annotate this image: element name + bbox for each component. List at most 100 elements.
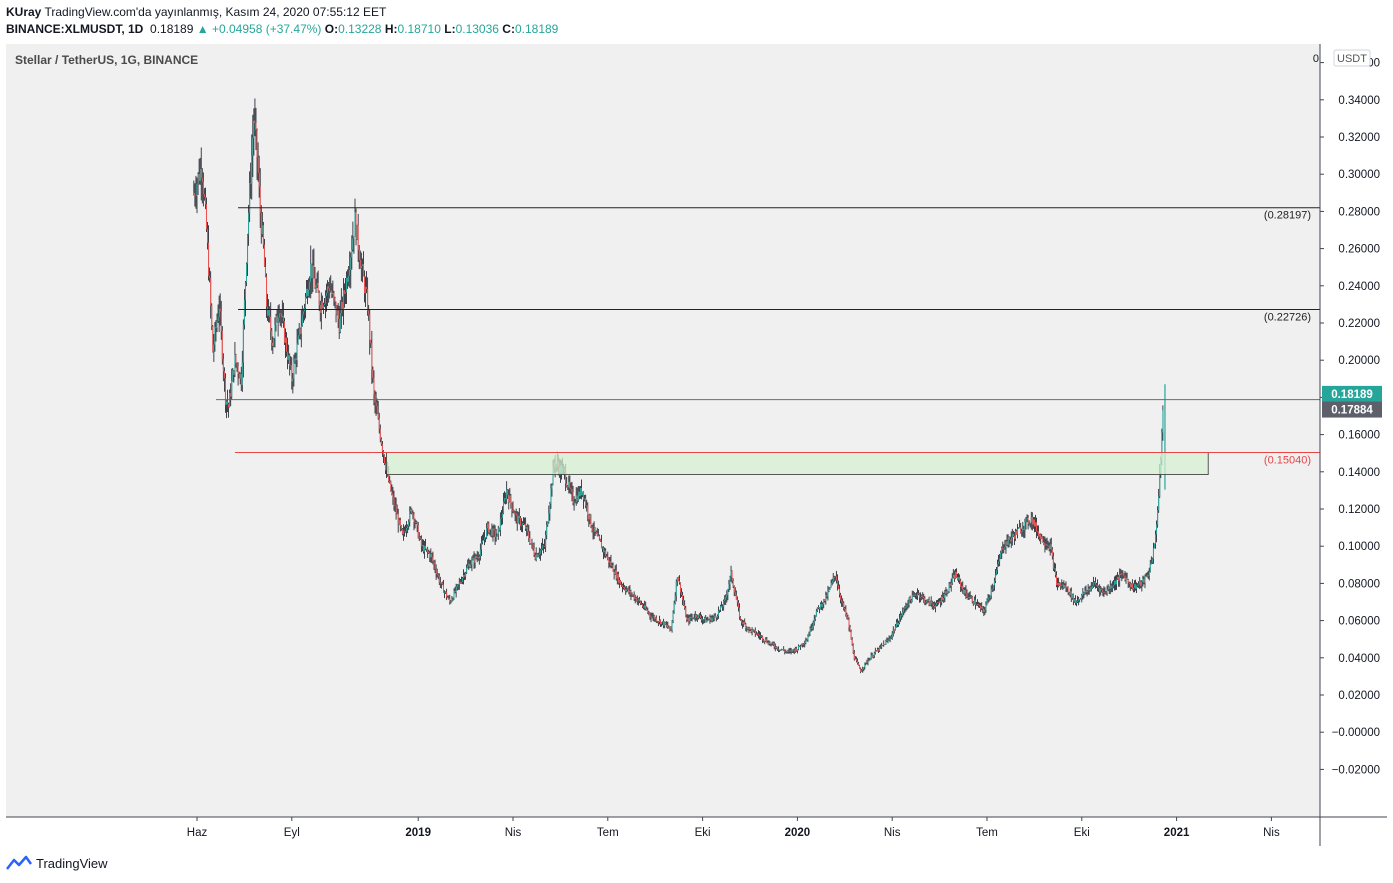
candle-body [301,314,303,326]
candle-body [453,590,455,599]
candle-body [972,602,974,604]
candle-body [607,556,609,558]
footer-brand[interactable]: TradingView [6,855,108,871]
candle-body [275,315,277,325]
candle-body [951,577,953,583]
candle-body [1058,583,1060,586]
candle-body [452,598,454,600]
candle-body [725,597,727,600]
candle-body [687,618,689,620]
candle-body [674,595,676,604]
candle-body [1121,573,1123,575]
candle-body [652,616,654,618]
candle-body [634,597,636,599]
candle-body [994,574,996,582]
candle-body [358,249,360,260]
author-name[interactable]: KUray [6,5,42,19]
candle-body [577,491,579,501]
candle-body [460,582,462,583]
candle-body [1072,594,1074,602]
candle-body [399,519,401,527]
currency-badge[interactable] [1333,49,1371,67]
candle-body [797,645,799,650]
candle-body [532,543,534,549]
candle-body [1139,581,1141,585]
candle-body [702,619,704,621]
candle-body [494,530,496,538]
candle-body [533,548,535,555]
candle-body [644,605,646,608]
candle-body [998,561,1000,565]
y-tick-label: 0.24000 [1338,281,1380,293]
candle-body [760,635,762,637]
candle-body [341,301,343,310]
candle-body [466,567,468,573]
candle-body [694,614,696,618]
time-axis[interactable]: Haz Eyl 2019 Nis Tem Eki 2020 Nis Tem Eki 2021 Nis [187,817,1280,839]
x-tick-label: Nis [505,827,522,839]
candle-body [499,518,501,531]
candle-body [1116,579,1118,585]
candle-body [247,234,249,264]
candle-body [545,535,547,547]
candle-body [1148,571,1150,576]
candle-body [648,612,650,614]
candle-body [513,511,515,515]
candle-body [671,620,673,630]
candle-body [256,130,258,158]
candle-body [488,523,490,533]
candle-body [899,618,901,623]
candle-body [867,660,869,663]
candle-body [1051,549,1053,557]
candle-body [317,283,319,293]
candle-body [414,522,416,523]
price-tag-label: 0.17884 [1331,405,1373,417]
candle-body [512,509,514,512]
symbol-label[interactable]: BINANCE:XLMUSDT, 1D [6,22,144,36]
candle-body [389,481,391,482]
candle-body [578,491,580,497]
candle-body [430,553,432,558]
candle-body [829,586,831,589]
candle-body [635,597,637,602]
candle-body [596,533,598,536]
candle-body [905,607,907,609]
candle-body [477,557,479,559]
candle-body [395,505,397,514]
candle-body [1038,531,1040,537]
candle-body [272,342,274,346]
plot-area[interactable] [6,44,1320,817]
candle-body [978,604,980,605]
candle-body [934,605,936,608]
candle-body [353,236,355,239]
candle-body [969,596,971,598]
change-value: +0.04958 (+37.47%) [211,22,322,36]
candle-body [342,290,344,310]
candle-body [349,270,351,276]
candle-body [239,373,241,379]
price-chart[interactable]: (0.28197)(0.22726)(0.15040) 0.360000.340… [6,44,1387,846]
candle-body [543,545,545,547]
candle-body [416,522,418,526]
candle-body [926,600,928,603]
candle-body [248,212,250,235]
candle-body [444,591,446,593]
candle-body [728,584,730,590]
candle-body [737,602,739,608]
candle-body [339,313,341,332]
candle-body [222,359,224,372]
candle-body [199,168,201,181]
candle-body [217,317,219,321]
candle-body [791,649,793,652]
candle-body [610,561,612,566]
candle-body [258,172,260,187]
candle-body [885,641,887,645]
low-label: L: [444,22,456,36]
candle-body [1092,582,1094,586]
candle-body [211,305,213,327]
candle-body [290,364,292,366]
candle-body [197,173,199,184]
candle-body [1117,576,1119,580]
candle-body [990,589,992,596]
candle-body [653,616,655,620]
